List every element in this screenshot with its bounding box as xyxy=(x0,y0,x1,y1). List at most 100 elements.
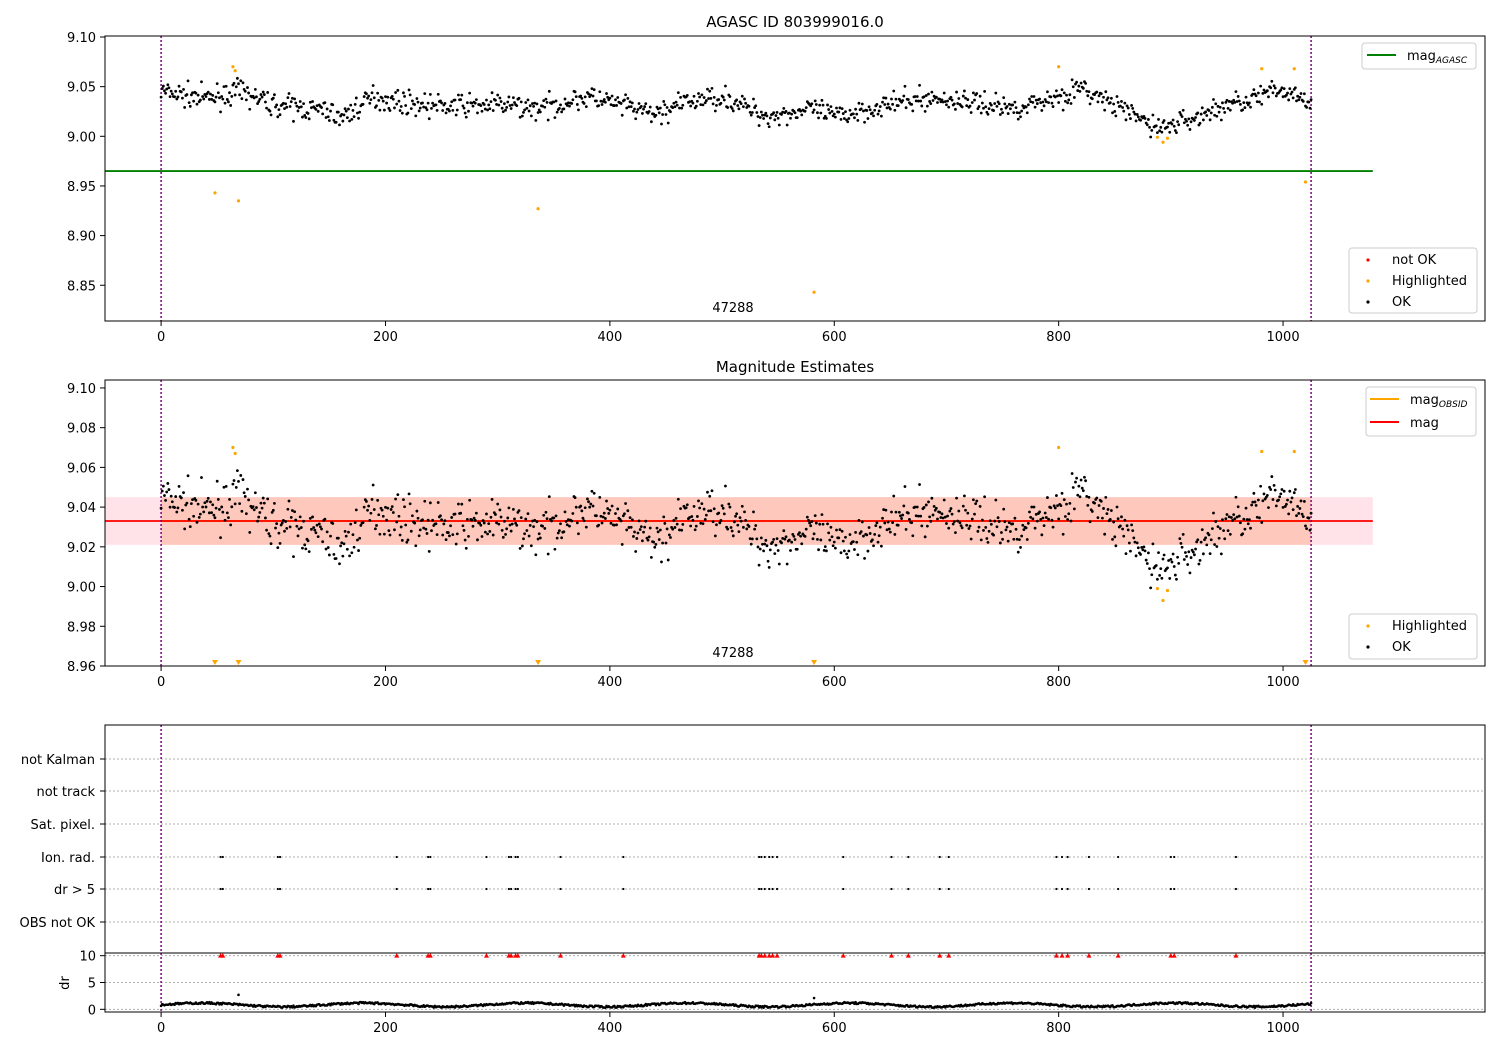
ok-point xyxy=(756,545,760,549)
estimates-x-tick-label: 1000 xyxy=(1267,675,1300,690)
legend-mag-agasc-label: magAGASC xyxy=(1407,49,1468,66)
dr-clipped-marker xyxy=(766,953,772,958)
ok-point xyxy=(453,98,457,102)
ok-point xyxy=(259,501,263,505)
ok-point xyxy=(947,105,951,109)
estimates-y-tick-label: 8.98 xyxy=(67,620,96,635)
dr-flag-point xyxy=(1066,887,1069,891)
ok-point xyxy=(711,102,715,106)
ok-point xyxy=(170,92,174,96)
ok-point xyxy=(873,108,877,112)
ok-point xyxy=(792,535,796,538)
ok-point xyxy=(771,540,774,544)
ok-point xyxy=(1204,536,1208,540)
dr-plot-frame xyxy=(104,952,1486,1013)
ok-point xyxy=(676,91,680,95)
ok-point xyxy=(504,532,507,536)
ok-point xyxy=(970,101,974,104)
ok-point xyxy=(240,97,244,101)
ok-point xyxy=(461,524,465,528)
ok-point xyxy=(296,534,300,538)
ok-point xyxy=(627,526,631,529)
ok-point xyxy=(918,83,921,87)
ok-point xyxy=(246,86,249,89)
ok-point xyxy=(925,104,929,108)
ok-point xyxy=(614,512,617,515)
ok-point xyxy=(740,504,744,508)
ok-point xyxy=(605,92,608,95)
ok-point xyxy=(486,532,489,536)
ok-point xyxy=(348,554,351,558)
ok-point xyxy=(197,515,201,519)
ok-point xyxy=(417,109,421,113)
ok-point xyxy=(221,510,225,514)
ok-point xyxy=(1157,551,1160,555)
ok-point xyxy=(544,510,548,514)
ok-point xyxy=(1167,121,1171,125)
dr-flag-point xyxy=(507,887,511,891)
highlighted-point xyxy=(1303,180,1308,184)
ok-point xyxy=(822,548,826,552)
ok-point xyxy=(457,93,460,97)
dr-flag-point xyxy=(516,887,519,891)
ok-point xyxy=(1057,101,1061,104)
ok-point xyxy=(787,538,791,542)
ok-point xyxy=(738,516,742,520)
ok-point xyxy=(371,483,375,487)
ok-point xyxy=(956,519,960,523)
ok-point xyxy=(1255,515,1259,519)
ok-point xyxy=(301,546,304,550)
ok-point xyxy=(1154,564,1158,567)
ok-point xyxy=(1006,112,1010,115)
ok-point xyxy=(583,506,587,510)
ok-point xyxy=(356,538,359,542)
ok-point xyxy=(1135,113,1139,116)
ok-point xyxy=(248,531,252,534)
ok-point xyxy=(176,506,180,510)
ok-point xyxy=(1218,105,1222,109)
ok-point xyxy=(384,505,387,509)
ok-point xyxy=(712,507,716,511)
ok-point xyxy=(1228,108,1232,112)
ok-point xyxy=(1195,540,1199,544)
ok-point xyxy=(574,95,578,99)
ok-point xyxy=(1034,512,1038,516)
ok-point xyxy=(1246,522,1250,526)
ok-point xyxy=(755,537,759,541)
ok-point xyxy=(465,517,469,521)
ok-point xyxy=(1078,495,1082,499)
ok-point xyxy=(556,531,560,535)
ok-point xyxy=(426,518,430,522)
ok-point xyxy=(715,104,718,107)
ok-point xyxy=(418,106,422,110)
ok-point xyxy=(674,100,678,104)
ok-point xyxy=(673,526,677,529)
ok-point xyxy=(183,527,187,531)
ok-point xyxy=(271,96,275,100)
ok-point xyxy=(1219,118,1223,122)
ok-point xyxy=(1295,514,1298,518)
ok-point xyxy=(1239,521,1242,525)
ok-point xyxy=(1125,104,1129,108)
ok-point xyxy=(1282,87,1286,91)
ok-point xyxy=(1159,567,1163,571)
ok-point xyxy=(528,104,532,108)
ok-point xyxy=(1125,524,1129,528)
ok-point xyxy=(533,101,537,105)
ok-point xyxy=(982,529,985,532)
ok-point xyxy=(264,516,267,520)
ok-point xyxy=(987,529,991,533)
ok-point xyxy=(782,529,786,533)
ok-point xyxy=(293,510,297,514)
dr-x-tick-label: 1000 xyxy=(1267,1021,1300,1036)
ok-point xyxy=(612,523,616,527)
ok-point xyxy=(825,117,828,120)
ok-point xyxy=(669,110,672,114)
ok-point xyxy=(747,525,751,528)
ok-point xyxy=(757,124,761,127)
ok-point xyxy=(543,105,547,109)
ok-point xyxy=(592,491,596,495)
ok-point xyxy=(823,114,827,118)
ok-point xyxy=(692,94,696,98)
ok-point xyxy=(764,538,768,542)
